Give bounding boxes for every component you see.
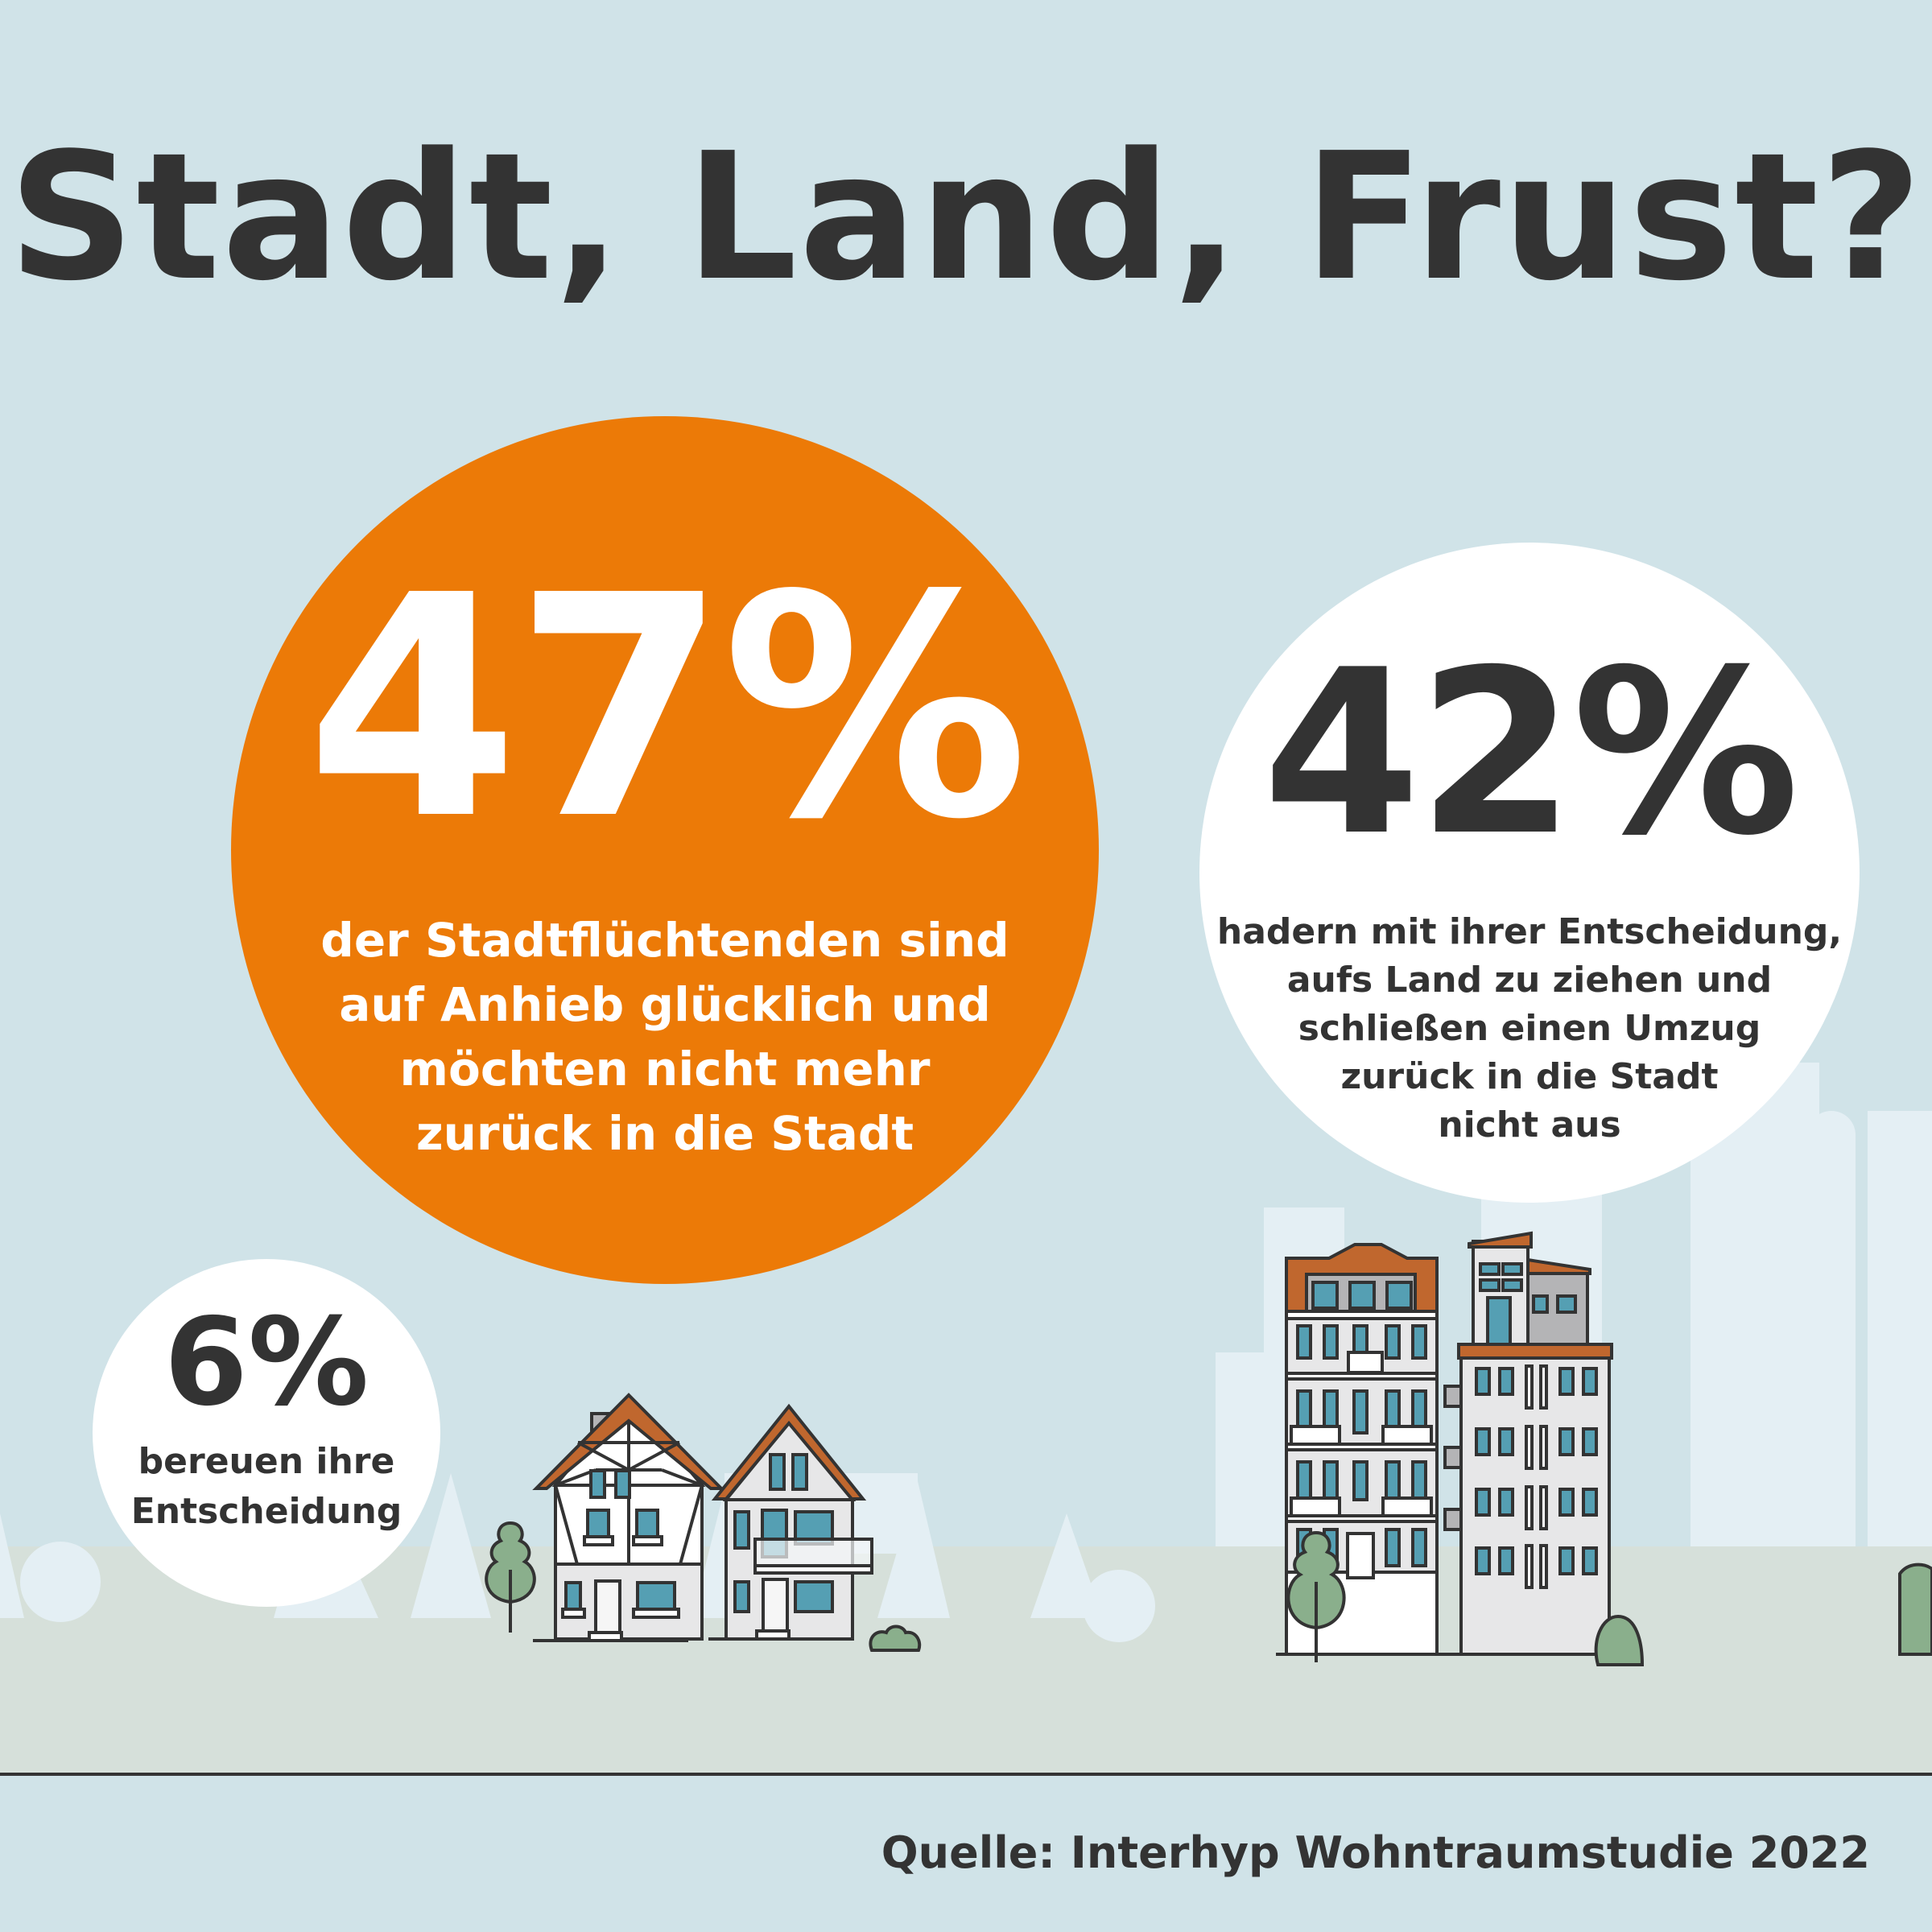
stat-description-47: der Stadtflüchtenden sind auf Anhieb glü… [231, 908, 1099, 1166]
text-line: bereuen ihre [138, 1441, 395, 1482]
gabled-house [708, 1403, 873, 1641]
source-citation: Quelle: Interhyp Wohntraumstudie 2022 [881, 1827, 1870, 1878]
bush [1898, 1563, 1932, 1656]
tree [1286, 1530, 1346, 1662]
modern-apartment-building [1421, 1231, 1613, 1656]
stat-description-42: hadern mit ihrer Entscheidung, aufs Land… [1199, 908, 1860, 1150]
stat-circle-42 [1199, 543, 1860, 1203]
stat-value-42: 42% [1262, 621, 1800, 886]
tree [485, 1521, 536, 1633]
text-line: schließen einen Umzug [1298, 1008, 1761, 1049]
stat-value-47: 47% [306, 530, 1029, 886]
stat-description-6: bereuen ihre Entscheidung [93, 1437, 440, 1537]
text-line: auf Anhieb glücklich und [339, 977, 991, 1032]
text-line: hadern mit ihrer Entscheidung, [1216, 911, 1843, 952]
page-title: Stadt, Land, Frust? [8, 116, 1924, 320]
stat-circle-6 [93, 1259, 440, 1607]
text-line: zurück in die Stadt [415, 1106, 914, 1161]
bush [1594, 1614, 1645, 1666]
half-timbered-house [532, 1393, 725, 1642]
stat-circle-47 [231, 416, 1099, 1284]
text-line: aufs Land zu ziehen und [1286, 960, 1773, 1001]
text-line: Entscheidung [130, 1491, 402, 1532]
text-line: der Stadtflüchtenden sind [320, 913, 1009, 968]
bush [869, 1624, 922, 1652]
text-line: möchten nicht mehr [399, 1042, 931, 1096]
stat-value-6: 6% [163, 1293, 369, 1433]
old-apartment-building [1276, 1243, 1439, 1656]
text-line: nicht aus [1438, 1104, 1621, 1146]
text-line: zurück in die Stadt [1340, 1056, 1719, 1097]
